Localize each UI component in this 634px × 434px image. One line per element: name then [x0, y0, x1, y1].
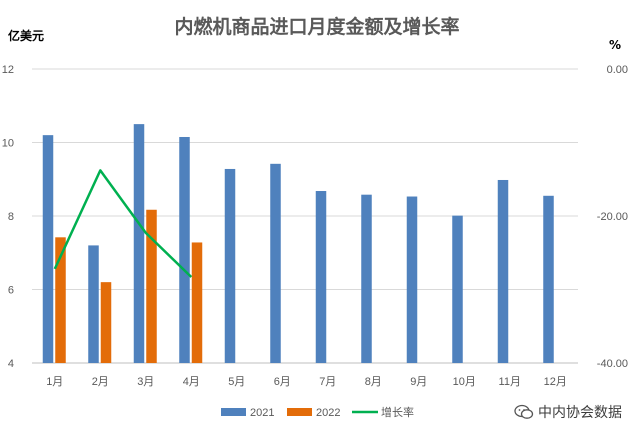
line-series — [53, 169, 193, 278]
x-tick-label: 6月 — [274, 376, 291, 388]
legend-label: 2022 — [316, 407, 340, 419]
left-tick-label: 10 — [2, 138, 14, 150]
legend-label: 2021 — [250, 407, 274, 419]
chart-title: 内燃机商品进口月度金额及增长率 — [174, 15, 459, 38]
bar-2021 — [497, 179, 509, 363]
left-axis-unit: 亿美元 — [8, 28, 44, 43]
bar-2021 — [315, 191, 327, 363]
left-tick-label: 4 — [8, 358, 14, 370]
right-tick-label: -20.00 — [597, 211, 628, 223]
left-tick-label: 6 — [8, 285, 14, 297]
bar-2021 — [452, 215, 463, 363]
x-tick-label: 12月 — [544, 376, 567, 388]
growth-line — [53, 169, 193, 278]
x-tick-label: 5月 — [228, 376, 245, 388]
x-axis-ticks: 1月 2月 3月 4月 5月 6月 7月 8月 9月 10月 11月 12月 — [46, 376, 567, 388]
x-tick-label: 3月 — [137, 376, 154, 388]
x-tick-label: 1月 — [46, 376, 63, 388]
right-tick-label: 0.00 — [607, 64, 628, 76]
watermark-text: 中内协会数据 — [538, 405, 622, 421]
x-tick-label: 2月 — [92, 376, 109, 388]
bar-2021 — [361, 194, 372, 363]
x-tick-label: 4月 — [183, 376, 200, 388]
legend-label: 增长率 — [381, 405, 414, 419]
right-axis-ticks: 0.00 -20.00 -40.00 — [597, 64, 628, 370]
bar-2022 — [55, 237, 66, 363]
legend-swatch — [221, 408, 246, 416]
x-tick-label: 10月 — [453, 376, 476, 388]
left-tick-label: 8 — [8, 211, 14, 223]
bar-2021 — [270, 163, 281, 363]
bar-2022 — [146, 209, 157, 363]
gridlines — [32, 68, 578, 364]
watermark: 中内协会数据 — [514, 402, 622, 422]
left-tick-label: 12 — [2, 64, 14, 76]
legend-swatch — [287, 408, 312, 416]
bar-2021 — [224, 168, 236, 363]
bar-2022 — [191, 242, 203, 363]
bar-2021 — [406, 196, 418, 363]
legend: 2021 2022 增长率 — [221, 405, 414, 419]
bar-2022 — [100, 282, 112, 363]
bar-2021 — [42, 135, 54, 363]
wechat-icon — [514, 404, 534, 419]
bar-2021 — [179, 136, 190, 363]
x-tick-label: 7月 — [319, 376, 336, 388]
bar-2021 — [88, 245, 99, 363]
x-tick-label: 11月 — [499, 376, 521, 388]
bars — [42, 124, 554, 363]
right-tick-label: -40.00 — [597, 358, 628, 370]
x-tick-label: 8月 — [365, 376, 382, 388]
left-axis-ticks: 4 6 8 10 12 — [2, 64, 14, 370]
bar-2021 — [133, 124, 145, 363]
right-axis-unit: % — [609, 38, 621, 52]
x-tick-label: 9月 — [410, 376, 427, 388]
bar-2021 — [543, 195, 554, 363]
